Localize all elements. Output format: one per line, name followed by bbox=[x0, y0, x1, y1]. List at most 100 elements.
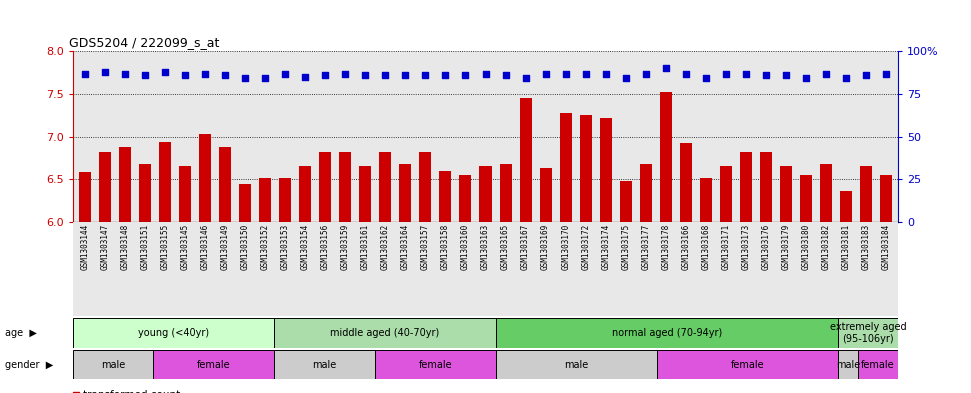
Text: GSM1303177: GSM1303177 bbox=[641, 224, 651, 270]
Bar bbox=[73, 318, 274, 348]
Point bbox=[838, 75, 854, 82]
Bar bbox=[540, 168, 552, 222]
Point bbox=[278, 71, 293, 77]
Bar bbox=[760, 152, 772, 222]
Text: female: female bbox=[730, 360, 764, 369]
Bar bbox=[860, 167, 872, 222]
Bar bbox=[359, 165, 371, 222]
Point bbox=[638, 71, 653, 77]
Text: GSM1303147: GSM1303147 bbox=[100, 224, 110, 270]
Point bbox=[498, 72, 514, 78]
Bar bbox=[880, 175, 892, 222]
Bar bbox=[375, 350, 495, 379]
Text: male: male bbox=[836, 360, 860, 369]
Point bbox=[518, 75, 533, 82]
Point bbox=[68, 392, 84, 393]
Bar bbox=[274, 318, 495, 348]
Bar bbox=[840, 191, 853, 222]
Text: male: male bbox=[101, 360, 125, 369]
Bar bbox=[640, 164, 652, 222]
Point bbox=[798, 75, 814, 82]
Text: GDS5204 / 222099_s_at: GDS5204 / 222099_s_at bbox=[69, 35, 219, 48]
Text: GSM1303148: GSM1303148 bbox=[120, 224, 129, 270]
Bar bbox=[619, 181, 632, 222]
Text: GSM1303178: GSM1303178 bbox=[661, 224, 670, 270]
Point bbox=[778, 72, 793, 78]
Bar bbox=[559, 113, 572, 222]
Point bbox=[538, 71, 553, 77]
Text: male: male bbox=[313, 360, 337, 369]
Bar bbox=[659, 92, 672, 222]
Text: female: female bbox=[419, 360, 452, 369]
Bar bbox=[700, 178, 712, 222]
Point bbox=[157, 69, 173, 75]
Bar bbox=[459, 175, 472, 222]
Point bbox=[858, 72, 874, 78]
Text: GSM1303152: GSM1303152 bbox=[260, 224, 270, 270]
Text: GSM1303172: GSM1303172 bbox=[582, 224, 590, 270]
Bar bbox=[519, 98, 531, 222]
Point bbox=[698, 75, 714, 82]
Text: age  ▶: age ▶ bbox=[5, 328, 37, 338]
Text: GSM1303180: GSM1303180 bbox=[801, 224, 811, 270]
Point bbox=[819, 71, 834, 77]
Bar bbox=[499, 164, 512, 222]
Point bbox=[137, 72, 152, 78]
Bar bbox=[495, 318, 838, 348]
Text: GSM1303145: GSM1303145 bbox=[181, 224, 189, 270]
Bar bbox=[680, 143, 691, 222]
Text: GSM1303184: GSM1303184 bbox=[882, 224, 890, 270]
Text: GSM1303173: GSM1303173 bbox=[742, 224, 751, 270]
Text: extremely aged
(95-106yr): extremely aged (95-106yr) bbox=[829, 322, 906, 344]
Point bbox=[618, 75, 633, 82]
Point bbox=[338, 71, 353, 77]
Text: GSM1303163: GSM1303163 bbox=[481, 224, 490, 270]
Bar bbox=[118, 147, 131, 222]
Bar bbox=[339, 152, 352, 222]
Text: GSM1303158: GSM1303158 bbox=[441, 224, 450, 270]
Text: gender  ▶: gender ▶ bbox=[5, 360, 53, 369]
Text: GSM1303144: GSM1303144 bbox=[81, 224, 89, 270]
Point bbox=[658, 65, 674, 71]
Text: GSM1303168: GSM1303168 bbox=[701, 224, 711, 270]
Text: GSM1303151: GSM1303151 bbox=[141, 224, 150, 270]
Point bbox=[738, 71, 753, 77]
Point bbox=[178, 72, 193, 78]
Text: normal aged (70-94yr): normal aged (70-94yr) bbox=[612, 328, 721, 338]
Bar bbox=[219, 147, 231, 222]
Text: GSM1303182: GSM1303182 bbox=[821, 224, 830, 270]
Text: GSM1303165: GSM1303165 bbox=[501, 224, 510, 270]
Bar bbox=[740, 152, 752, 222]
Text: GSM1303166: GSM1303166 bbox=[682, 224, 690, 270]
Bar bbox=[179, 165, 191, 222]
Bar bbox=[259, 178, 271, 222]
Text: GSM1303181: GSM1303181 bbox=[842, 224, 851, 270]
Bar bbox=[199, 134, 211, 222]
Point bbox=[197, 71, 213, 77]
Point bbox=[318, 72, 333, 78]
Bar bbox=[274, 350, 375, 379]
Point bbox=[478, 71, 493, 77]
Text: GSM1303153: GSM1303153 bbox=[281, 224, 289, 270]
Bar bbox=[319, 152, 331, 222]
Text: GSM1303156: GSM1303156 bbox=[320, 224, 330, 270]
Bar bbox=[79, 173, 91, 222]
Bar bbox=[858, 350, 898, 379]
Text: female: female bbox=[197, 360, 230, 369]
Bar bbox=[720, 165, 732, 222]
Bar bbox=[838, 350, 858, 379]
Bar bbox=[139, 164, 151, 222]
Text: GSM1303159: GSM1303159 bbox=[341, 224, 350, 270]
Bar bbox=[820, 164, 832, 222]
Bar bbox=[580, 115, 591, 222]
Bar bbox=[299, 167, 312, 222]
Bar bbox=[780, 167, 792, 222]
Text: GSM1303171: GSM1303171 bbox=[721, 224, 730, 270]
Point bbox=[578, 71, 593, 77]
Bar bbox=[419, 152, 431, 222]
Text: GSM1303164: GSM1303164 bbox=[401, 224, 410, 270]
Bar bbox=[280, 178, 291, 222]
Text: young (<40yr): young (<40yr) bbox=[138, 328, 209, 338]
Point bbox=[457, 72, 473, 78]
Text: GSM1303170: GSM1303170 bbox=[561, 224, 570, 270]
